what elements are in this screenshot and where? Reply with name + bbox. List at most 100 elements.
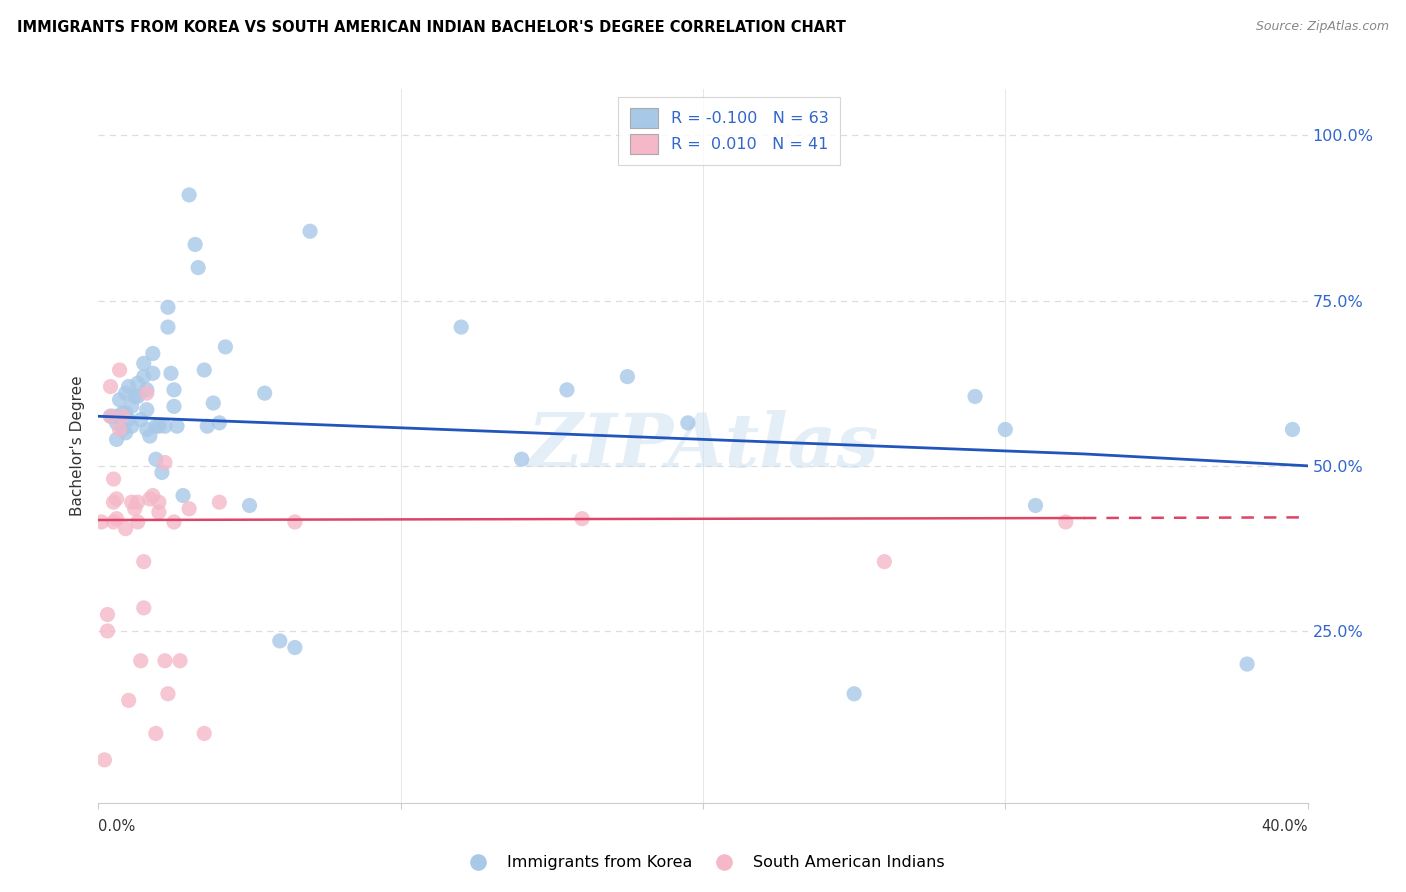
Point: [121, 495, 143, 509]
Point: [184, 237, 207, 252]
Point: [1024, 499, 1046, 513]
Point: [103, 472, 125, 486]
Point: [121, 419, 143, 434]
Point: [169, 654, 191, 668]
Text: IMMIGRANTS FROM KOREA VS SOUTH AMERICAN INDIAN BACHELOR'S DEGREE CORRELATION CHA: IMMIGRANTS FROM KOREA VS SOUTH AMERICAN …: [17, 20, 846, 35]
Point: [616, 369, 638, 384]
Point: [105, 416, 128, 430]
Point: [172, 489, 194, 503]
Point: [142, 367, 165, 381]
Point: [163, 515, 186, 529]
Point: [163, 400, 186, 414]
Point: [150, 466, 173, 480]
Point: [179, 501, 201, 516]
Point: [124, 389, 146, 403]
Point: [208, 416, 231, 430]
Point: [96, 624, 118, 638]
Text: 40.0%: 40.0%: [1261, 820, 1308, 834]
Point: [118, 693, 141, 707]
Point: [127, 495, 149, 509]
Point: [135, 402, 157, 417]
Point: [114, 386, 136, 401]
Point: [127, 515, 149, 529]
Point: [214, 340, 236, 354]
Point: [139, 491, 162, 506]
Point: [142, 489, 165, 503]
Point: [93, 753, 115, 767]
Point: [118, 412, 141, 426]
Y-axis label: Bachelor's Degree: Bachelor's Degree: [70, 376, 86, 516]
Point: [103, 495, 125, 509]
Point: [111, 406, 134, 420]
Legend: Immigrants from Korea, South American Indians: Immigrants from Korea, South American In…: [456, 849, 950, 877]
Point: [153, 456, 176, 470]
Point: [163, 383, 186, 397]
Text: ZIPAtlas: ZIPAtlas: [527, 409, 879, 483]
Point: [105, 491, 128, 506]
Point: [100, 379, 122, 393]
Point: [129, 412, 152, 426]
Point: [103, 515, 125, 529]
Point: [145, 419, 167, 434]
Point: [1054, 515, 1077, 529]
Point: [239, 499, 262, 513]
Point: [510, 452, 533, 467]
Point: [450, 320, 472, 334]
Point: [166, 419, 188, 434]
Point: [100, 409, 122, 424]
Point: [142, 346, 165, 360]
Point: [108, 363, 131, 377]
Point: [108, 422, 131, 436]
Point: [179, 188, 201, 202]
Point: [284, 515, 307, 529]
Point: [1236, 657, 1258, 671]
Point: [965, 389, 987, 403]
Point: [105, 433, 128, 447]
Point: [135, 386, 157, 401]
Point: [145, 726, 167, 740]
Point: [844, 687, 866, 701]
Point: [156, 320, 179, 334]
Point: [299, 224, 322, 238]
Point: [118, 379, 141, 393]
Point: [127, 389, 149, 403]
Point: [111, 409, 134, 424]
Point: [193, 363, 215, 377]
Point: [100, 409, 122, 424]
Point: [156, 687, 179, 701]
Point: [148, 419, 170, 434]
Point: [145, 452, 167, 467]
Point: [132, 356, 155, 370]
Point: [187, 260, 209, 275]
Point: [127, 376, 149, 391]
Point: [1281, 422, 1303, 436]
Point: [253, 386, 276, 401]
Point: [135, 422, 157, 436]
Point: [284, 640, 307, 655]
Point: [132, 600, 155, 615]
Point: [193, 726, 215, 740]
Point: [114, 522, 136, 536]
Point: [132, 555, 155, 569]
Point: [108, 392, 131, 407]
Point: [153, 419, 176, 434]
Point: [153, 654, 176, 668]
Point: [873, 555, 896, 569]
Point: [121, 400, 143, 414]
Point: [96, 607, 118, 622]
Point: [994, 422, 1017, 436]
Point: [208, 495, 231, 509]
Point: [148, 505, 170, 519]
Point: [103, 409, 125, 424]
Point: [114, 425, 136, 440]
Text: 0.0%: 0.0%: [98, 820, 135, 834]
Point: [124, 501, 146, 516]
Point: [105, 511, 128, 525]
Point: [676, 416, 699, 430]
Point: [571, 511, 593, 525]
Point: [139, 429, 162, 443]
Point: [108, 409, 131, 424]
Point: [202, 396, 225, 410]
Point: [114, 406, 136, 420]
Point: [160, 367, 183, 381]
